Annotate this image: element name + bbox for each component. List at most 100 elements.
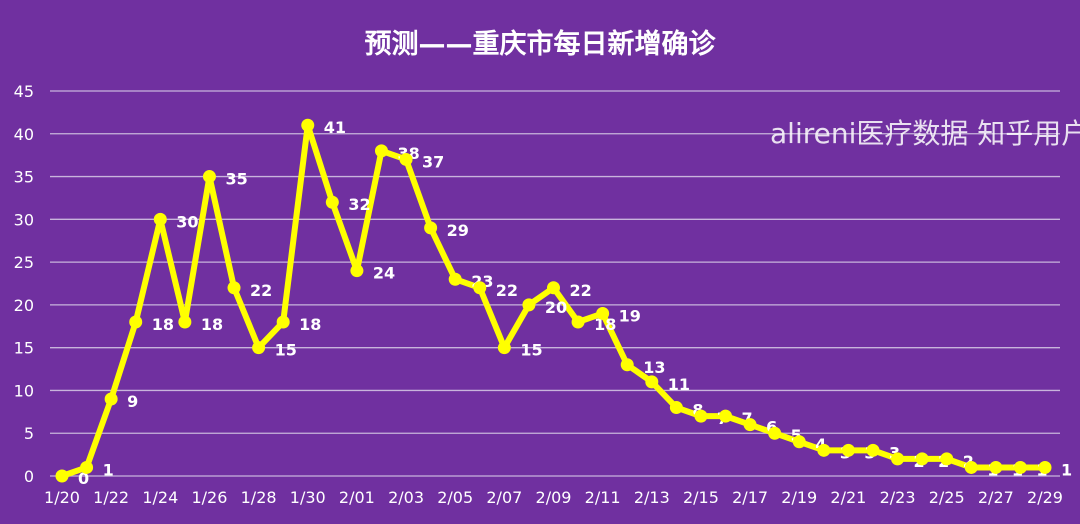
y-tick-label: 45 [14,82,34,101]
data-label: 11 [668,375,690,394]
data-point [743,418,757,432]
x-tick-label: 2/23 [880,488,916,507]
data-point [497,341,511,355]
data-label: 37 [422,152,444,171]
x-tick-label: 1/26 [191,488,227,507]
data-point [817,443,831,457]
data-label: 18 [594,315,616,334]
x-tick-label: 1/28 [241,488,277,507]
data-point [694,409,708,423]
x-tick-label: 2/01 [339,488,375,507]
x-tick-label: 2/21 [830,488,866,507]
y-tick-label: 0 [24,467,34,486]
data-point [227,281,241,295]
data-label: 29 [447,221,469,240]
data-label: 19 [619,306,641,325]
x-tick-label: 2/25 [929,488,965,507]
data-label: 30 [176,212,198,231]
data-point [792,435,806,449]
data-point [522,298,536,312]
data-label: 7 [742,409,753,428]
data-label: 13 [643,358,665,377]
x-tick-label: 2/15 [683,488,719,507]
data-label: 20 [545,298,567,317]
data-point [989,460,1003,474]
data-label: 35 [225,170,247,189]
data-point [424,221,438,235]
x-tick-label: 1/20 [44,488,80,507]
data-point [866,443,880,457]
data-point [841,443,855,457]
data-point [891,452,905,466]
data-point [571,315,585,329]
data-point [768,426,782,440]
x-tick-label: 1/30 [290,488,326,507]
y-tick-label: 35 [14,168,34,187]
data-label: 0 [78,469,89,488]
watermark: alireni医疗数据 知乎用户 [770,117,1080,150]
data-label: 18 [299,315,321,334]
data-point [301,118,315,132]
y-tick-label: 40 [14,125,34,144]
chart-title: 预测——重庆市每日新增确诊 [364,29,716,60]
data-point [448,272,462,286]
data-label: 2 [963,452,974,471]
data-label: 15 [275,341,297,360]
data-label: 5 [791,426,802,445]
x-tick-label: 1/24 [142,488,178,507]
data-label: 1 [1061,460,1072,479]
x-tick-label: 2/29 [1027,488,1063,507]
data-label: 32 [348,195,370,214]
data-point [964,460,978,474]
data-label: 22 [496,281,518,300]
x-tick-label: 2/13 [634,488,670,507]
x-tick-label: 2/27 [978,488,1014,507]
x-tick-label: 2/09 [536,488,572,507]
data-label: 9 [127,392,138,411]
data-point [596,306,610,320]
data-point [374,144,388,158]
data-label: 4 [815,435,826,454]
data-point [276,315,290,329]
data-point [104,392,118,406]
data-point [153,212,167,226]
y-tick-label: 25 [14,253,34,272]
data-point [620,358,634,372]
data-point [940,452,954,466]
data-label: 18 [201,315,223,334]
data-point [719,409,733,423]
y-tick-label: 5 [24,424,34,443]
x-tick-label: 2/03 [388,488,424,507]
data-point [129,315,143,329]
x-tick-label: 2/19 [781,488,817,507]
data-label: 18 [152,315,174,334]
data-point [1038,460,1052,474]
y-tick-label: 15 [14,339,34,358]
y-tick-label: 30 [14,210,34,229]
data-point [202,170,216,184]
data-point [399,152,413,166]
data-point [252,341,266,355]
y-tick-label: 20 [14,296,34,315]
data-point [915,452,929,466]
data-label: 22 [570,281,592,300]
x-tick-label: 2/07 [486,488,522,507]
data-point [325,195,339,209]
data-point [645,375,659,389]
data-point [80,460,94,474]
data-point [473,281,487,295]
data-point [669,401,683,415]
data-label: 22 [250,281,272,300]
data-point [1013,460,1027,474]
data-label: 1 [103,460,114,479]
x-tick-label: 2/05 [437,488,473,507]
x-tick-label: 2/17 [732,488,768,507]
data-label: 41 [324,118,346,137]
data-label: 3 [889,443,900,462]
x-tick-label: 2/11 [585,488,621,507]
data-point [547,281,560,295]
data-label: 15 [520,341,542,360]
data-point [178,315,192,329]
data-point [55,469,69,483]
